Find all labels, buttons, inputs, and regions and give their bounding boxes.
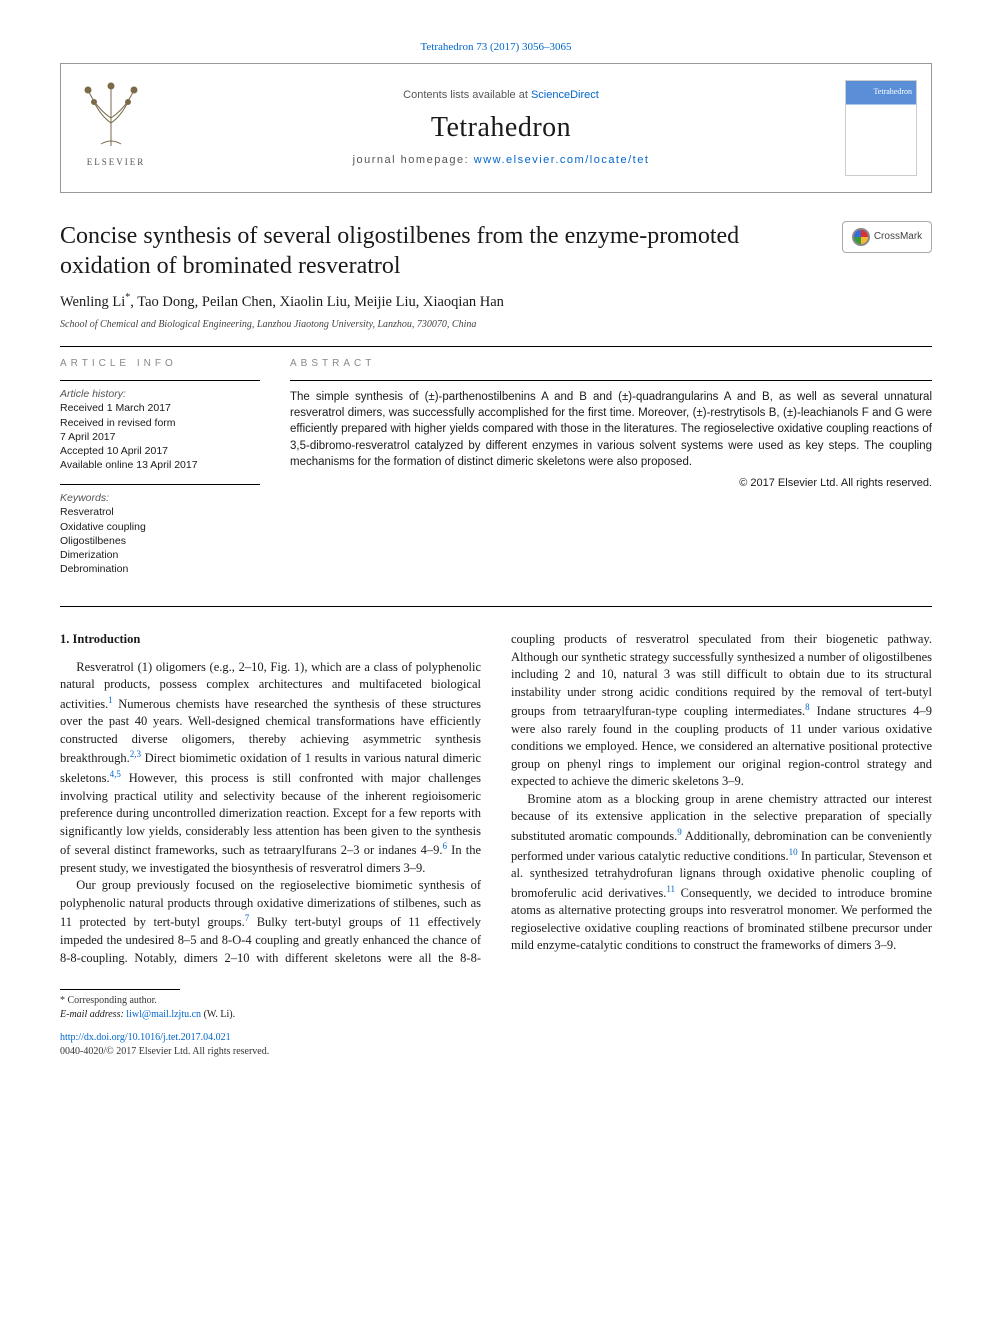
crossmark-label: CrossMark xyxy=(874,230,922,244)
keywords-label: Keywords: xyxy=(60,491,260,505)
journal-cover-thumbnail: Tetrahedron xyxy=(845,80,917,176)
ref-link[interactable]: 10 xyxy=(789,847,798,857)
abstract-copyright: © 2017 Elsevier Ltd. All rights reserved… xyxy=(290,476,932,491)
top-citation-link[interactable]: Tetrahedron 73 (2017) 3056–3065 xyxy=(60,40,932,55)
ref-link[interactable]: 11 xyxy=(666,884,675,894)
issn-copyright: 0040-4020/© 2017 Elsevier Ltd. All right… xyxy=(60,1045,932,1059)
abstract-heading: ABSTRACT xyxy=(290,357,932,371)
corresponding-marker: * xyxy=(125,292,130,303)
publisher-name: ELSEVIER xyxy=(76,156,156,168)
elsevier-logo: ELSEVIER xyxy=(76,78,156,178)
keyword: Oligostilbenes xyxy=(60,534,260,548)
history-label: Article history: xyxy=(60,387,260,401)
author-email-link[interactable]: liwl@mail.lzjtu.cn xyxy=(126,1009,201,1020)
homepage-prefix: journal homepage: xyxy=(353,154,474,166)
corresponding-author: * Corresponding author. xyxy=(60,994,932,1008)
keywords-block: Keywords: Resveratrol Oxidative coupling… xyxy=(60,484,260,576)
body-two-column: 1. Introduction Resveratrol (1) oligomer… xyxy=(60,631,932,967)
abstract-column: ABSTRACT The simple synthesis of (±)-par… xyxy=(290,357,932,589)
doi-block: http://dx.doi.org/10.1016/j.tet.2017.04.… xyxy=(60,1031,932,1058)
authors-line: Wenling Li*, Tao Dong, Peilan Chen, Xiao… xyxy=(60,291,932,312)
keyword: Oxidative coupling xyxy=(60,520,260,534)
keyword: Resveratrol xyxy=(60,505,260,519)
title-row: Concise synthesis of several oligostilbe… xyxy=(60,221,932,281)
abstract-text: The simple synthesis of (±)-parthenostil… xyxy=(290,389,932,469)
header-center: Contents lists available at ScienceDirec… xyxy=(171,64,831,192)
article-history-block: Article history: Received 1 March 2017 R… xyxy=(60,380,260,472)
journal-header-box: ELSEVIER Contents lists available at Sci… xyxy=(60,63,932,193)
elsevier-tree-icon xyxy=(76,78,146,148)
history-line: Accepted 10 April 2017 xyxy=(60,444,260,458)
body-span: However, this process is still confronte… xyxy=(60,771,481,857)
article-info-heading: ARTICLE INFO xyxy=(60,357,260,371)
cover-title: Tetrahedron xyxy=(873,87,912,98)
body-paragraph: Resveratrol (1) oligomers (e.g., 2–10, F… xyxy=(60,659,481,878)
affiliation: School of Chemical and Biological Engine… xyxy=(60,318,932,332)
crossmark-icon xyxy=(852,228,870,246)
ref-link[interactable]: 4,5 xyxy=(110,769,121,779)
homepage-link[interactable]: www.elsevier.com/locate/tet xyxy=(474,154,650,166)
sciencedirect-link[interactable]: ScienceDirect xyxy=(531,89,599,101)
publisher-logo-cell: ELSEVIER xyxy=(61,64,171,192)
history-line: Received 1 March 2017 xyxy=(60,401,260,415)
journal-homepage-line: journal homepage: www.elsevier.com/locat… xyxy=(171,153,831,168)
crossmark-badge[interactable]: CrossMark xyxy=(842,221,932,253)
body-paragraph: Bromine atom as a blocking group in aren… xyxy=(511,791,932,955)
email-label: E-mail address: xyxy=(60,1009,126,1020)
email-tail: (W. Li). xyxy=(201,1009,235,1020)
info-abstract-row: ARTICLE INFO Article history: Received 1… xyxy=(60,357,932,589)
article-info-column: ARTICLE INFO Article history: Received 1… xyxy=(60,357,260,589)
history-line: Available online 13 April 2017 xyxy=(60,458,260,472)
history-line: Received in revised form xyxy=(60,416,260,430)
keyword: Dimerization xyxy=(60,548,260,562)
keyword: Debromination xyxy=(60,562,260,576)
page-container: Tetrahedron 73 (2017) 3056–3065 xyxy=(0,0,992,1088)
article-title: Concise synthesis of several oligostilbe… xyxy=(60,221,822,281)
journal-name: Tetrahedron xyxy=(171,109,831,147)
rule-mid xyxy=(60,606,932,607)
footer-block: * Corresponding author. E-mail address: … xyxy=(60,989,932,1021)
doi-link[interactable]: http://dx.doi.org/10.1016/j.tet.2017.04.… xyxy=(60,1032,231,1043)
history-line: 7 April 2017 xyxy=(60,430,260,444)
contents-lists-line: Contents lists available at ScienceDirec… xyxy=(171,88,831,103)
ref-link[interactable]: 2,3 xyxy=(130,749,141,759)
contents-prefix: Contents lists available at xyxy=(403,89,531,101)
rule-top xyxy=(60,346,932,347)
section-heading: 1. Introduction xyxy=(60,631,481,649)
journal-cover-cell: Tetrahedron xyxy=(831,64,931,192)
abstract-rule xyxy=(290,380,932,381)
footer-rule xyxy=(60,989,180,990)
citation-anchor[interactable]: Tetrahedron 73 (2017) 3056–3065 xyxy=(420,41,571,53)
email-line: E-mail address: liwl@mail.lzjtu.cn (W. L… xyxy=(60,1008,932,1022)
